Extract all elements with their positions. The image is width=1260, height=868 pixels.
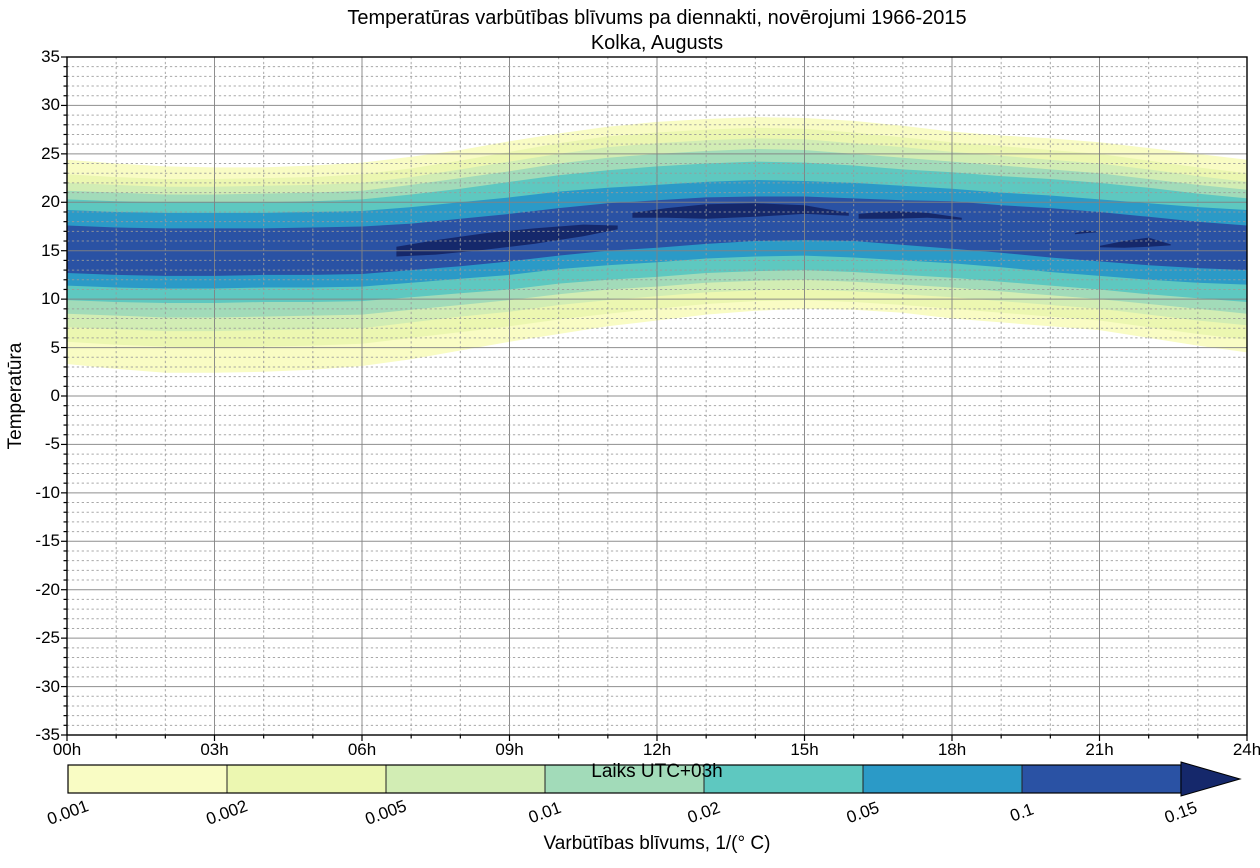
colorbar-caption: Varbūtības blīvums, 1/(° C) (543, 833, 771, 854)
y-tick-label: -35 (35, 725, 60, 744)
x-axis-label: Laiks UTC+03h (591, 761, 723, 782)
colorbar-segment-5 (863, 765, 1022, 793)
colorbar-segment-3 (545, 765, 704, 793)
contour-peak-blob-1 (632, 203, 849, 219)
x-tick-label: 24h (1232, 740, 1260, 759)
chart-title-line-2: Kolka, Augusts (590, 32, 724, 54)
y-tick-label: 20 (41, 192, 60, 212)
y-tick-label: -25 (35, 628, 60, 648)
y-tick-label: 30 (41, 95, 60, 115)
x-tick-label: 21h (1085, 740, 1114, 759)
colorbar-segment-1 (227, 765, 386, 793)
contour-peak-blob-4 (1099, 237, 1171, 248)
x-tick-label: 18h (937, 740, 967, 759)
colorbar-arrow (1180, 761, 1242, 797)
y-tick-label: 25 (41, 143, 60, 163)
colorbar-segment-2 (386, 765, 545, 793)
colorbar-segment-0 (68, 765, 227, 793)
chart-title-line-1: Temperatūras varbūtības blīvums pa dienn… (347, 7, 967, 29)
x-tick-label: 09h (495, 740, 524, 759)
y-tick-label: 5 (50, 337, 60, 357)
x-tick-label: 00h (52, 740, 82, 759)
y-tick-label: 15 (41, 240, 60, 260)
y-tick-label: -10 (35, 482, 60, 502)
y-tick-label: 35 (41, 47, 60, 66)
x-tick-label: 15h (790, 740, 819, 759)
contour-peak-blob-0 (396, 224, 618, 257)
y-tick-label: -5 (44, 434, 60, 454)
x-tick-label: 03h (200, 740, 229, 759)
x-tick-label: 12h (642, 740, 672, 759)
contour-peak-blob-2 (858, 211, 962, 220)
colorbar-segment-6 (1022, 765, 1181, 793)
y-tick-label: 10 (41, 289, 60, 309)
y-tick-label: 0 (50, 386, 60, 405)
x-tick-label: 06h (347, 740, 377, 759)
y-tick-label: -15 (35, 531, 60, 551)
y-tick-label: -30 (35, 676, 60, 696)
colorbar-segment-4 (704, 765, 863, 793)
y-tick-label: -20 (35, 579, 60, 599)
